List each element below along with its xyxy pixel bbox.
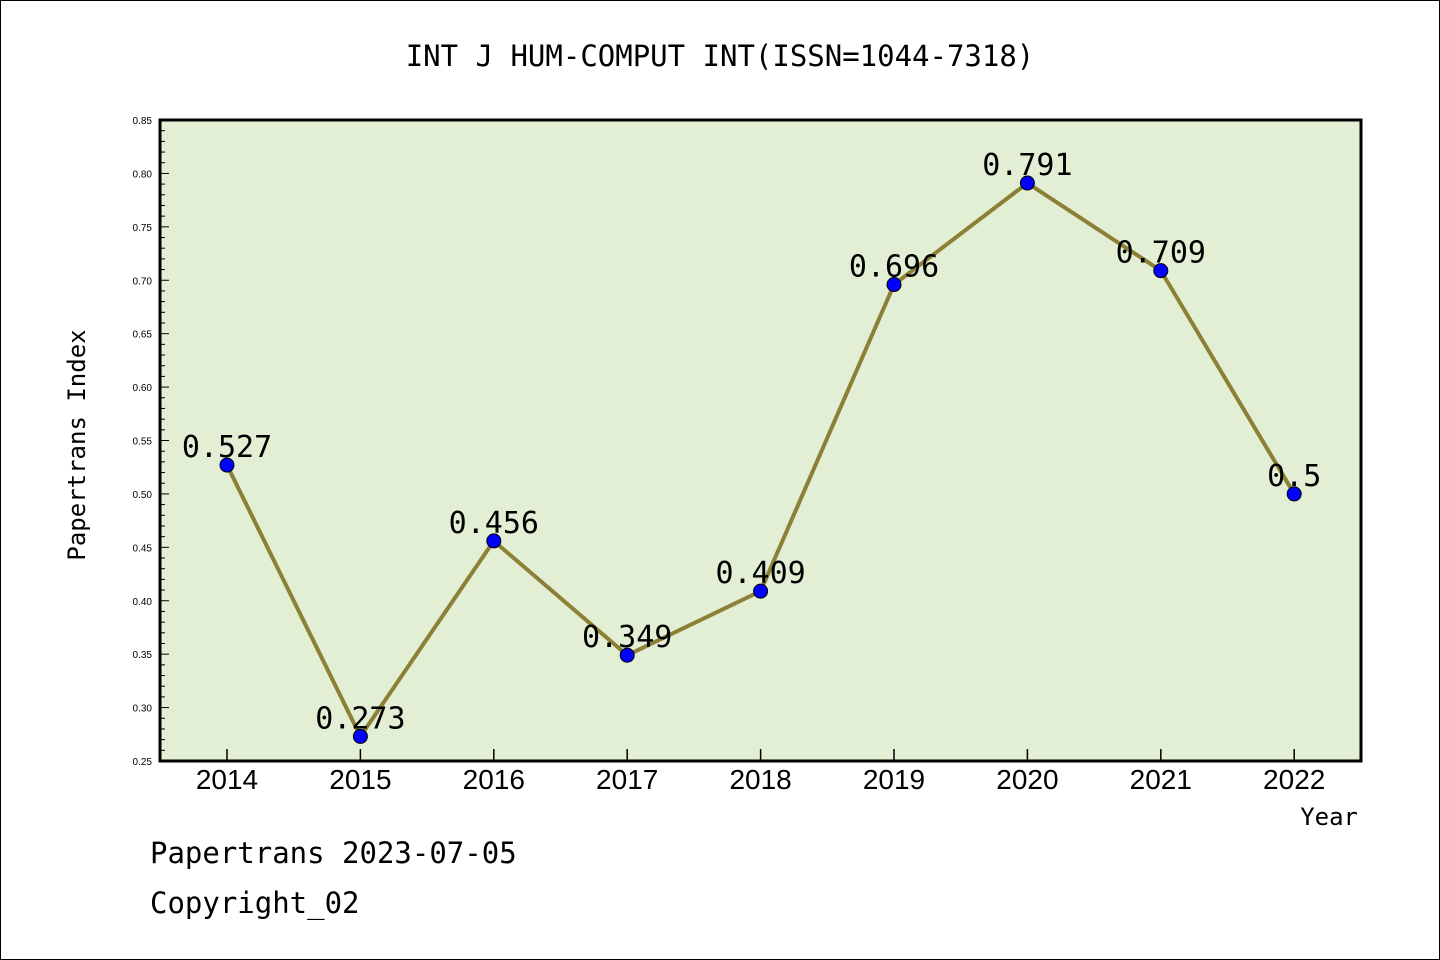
x-tick-label: 2020 [996, 764, 1058, 795]
data-point [352, 728, 368, 744]
data-label: 0.791 [982, 148, 1072, 183]
y-tick-label: 0.85 [133, 116, 153, 127]
y-tick-label: 0.60 [133, 383, 153, 394]
data-label: 0.709 [1116, 236, 1206, 271]
x-tick-label: 2017 [596, 764, 658, 795]
data-label: 0.409 [715, 556, 805, 591]
x-axis-label: Year [1300, 803, 1358, 831]
data-label: 0.5 [1267, 459, 1321, 494]
x-tick-label: 2014 [196, 764, 258, 795]
y-axis-label: Papertrans Index [63, 329, 91, 560]
data-point [886, 277, 902, 293]
footer-copyright: Copyright_02 [150, 886, 360, 920]
y-axis-ticks: 0.25 0.30 0.35 0.40 0.45 0.50 0.55 0.60 0.65 0.70… [133, 116, 169, 768]
data-point [619, 647, 635, 663]
y-tick-label: 0.80 [133, 169, 153, 180]
y-tick-label: 0.35 [133, 650, 153, 661]
x-tick-label: 2019 [863, 764, 925, 795]
footer-date: Papertrans 2023-07-05 [150, 836, 517, 870]
data-label: 0.349 [582, 620, 672, 655]
x-tick-label: 2018 [729, 764, 791, 795]
y-tick-label: 0.75 [133, 223, 153, 234]
data-points [219, 175, 1302, 744]
data-label: 0.527 [182, 430, 272, 465]
x-tick-label: 2022 [1263, 764, 1325, 795]
chart-title: INT J HUM-COMPUT INT(ISSN=1044-7318) [406, 39, 1035, 73]
data-labels: 0.527 0.273 0.456 0.349 0.409 0.696 0.791 0.709… [182, 148, 1321, 736]
data-point [219, 457, 235, 473]
x-axis-ticks: 2014 2015 2016 2017 2018 2019 2020 2021 2022 [196, 749, 1325, 795]
data-label: 0.456 [449, 506, 539, 541]
y-tick-label: 0.30 [133, 704, 153, 715]
y-tick-label: 0.40 [133, 597, 153, 608]
y-tick-label: 0.70 [133, 276, 153, 287]
y-tick-label: 0.55 [133, 437, 153, 448]
data-point [1019, 175, 1035, 191]
plot-area [158, 118, 1363, 763]
data-point [1153, 263, 1169, 279]
y-tick-label: 0.65 [133, 330, 153, 341]
x-tick-label: 2015 [329, 764, 391, 795]
data-label: 0.696 [849, 250, 939, 285]
data-point [1286, 486, 1302, 502]
y-tick-label: 0.45 [133, 543, 153, 554]
data-point [486, 533, 502, 549]
data-point [753, 583, 769, 599]
y-tick-label: 0.50 [133, 490, 153, 501]
x-tick-label: 2021 [1130, 764, 1192, 795]
data-label: 0.273 [315, 701, 405, 736]
x-tick-label: 2016 [463, 764, 525, 795]
y-tick-label: 0.25 [133, 757, 153, 768]
